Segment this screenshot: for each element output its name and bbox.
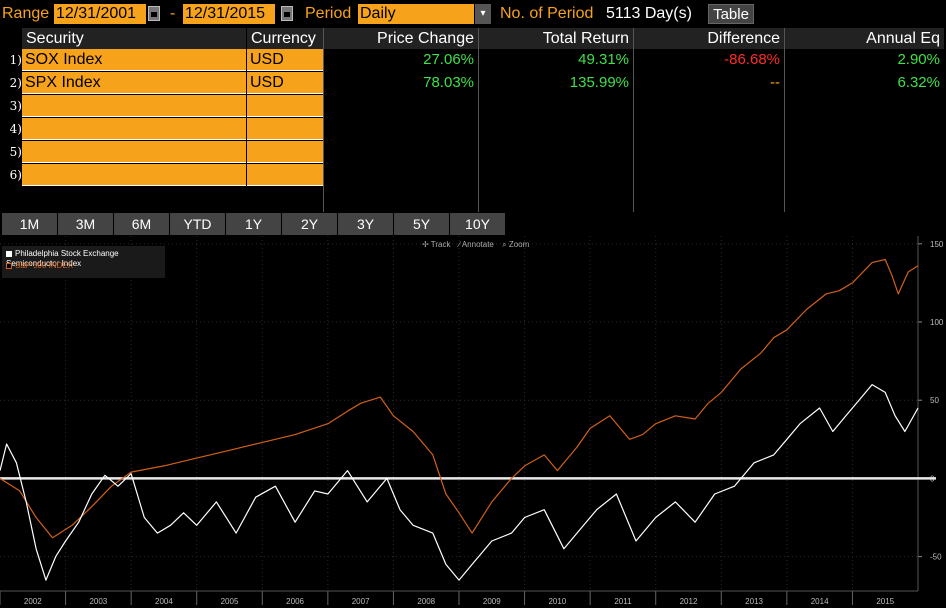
x-tick-label: 2015 <box>876 597 894 606</box>
column-divider <box>633 28 634 212</box>
price-change-value: 27.06% <box>423 51 474 68</box>
price-change-value: 78.03% <box>423 74 474 91</box>
period-button-2y[interactable]: 2Y <box>282 213 338 235</box>
period-button-1m[interactable]: 1M <box>2 213 58 235</box>
period-button-3m[interactable]: 3M <box>58 213 114 235</box>
annual-eq-value: 6.32% <box>897 74 940 91</box>
header-annual-eq[interactable]: Annual Eq <box>785 28 944 49</box>
chevron-down-icon[interactable]: ▾ <box>475 4 491 24</box>
security-cell[interactable] <box>22 164 246 186</box>
y-tick-label: -50 <box>930 553 942 562</box>
range-label: Range <box>2 5 50 22</box>
x-tick-label: 2003 <box>89 597 107 606</box>
spx-series-line <box>0 258 919 539</box>
track-icon[interactable]: ✢ <box>422 240 429 249</box>
start-calendar-icon[interactable] <box>148 6 160 21</box>
column-divider <box>323 28 324 212</box>
period-select[interactable]: Daily <box>358 4 474 24</box>
chart-tools: ✢ Track ∕ Annotate ⌕ Zoom <box>422 238 529 252</box>
legend-label-sox: Philadelphia Stock Exchange Semiconducto… <box>6 249 119 268</box>
annotate-button[interactable]: Annotate <box>461 240 494 249</box>
x-tick-label: 2012 <box>680 597 698 606</box>
x-tick-label: 2004 <box>155 597 173 606</box>
legend-swatch-sox <box>6 251 12 257</box>
x-tick-label: 2009 <box>483 597 501 606</box>
row-number: 4) <box>9 122 22 136</box>
period-button-3y[interactable]: 3Y <box>338 213 394 235</box>
currency-cell[interactable] <box>247 141 323 163</box>
security-cell[interactable] <box>22 118 246 140</box>
period-button-6m[interactable]: 6M <box>114 213 170 235</box>
currency-cell[interactable] <box>247 118 323 140</box>
legend-item-spx: S&P 500 INDEX <box>6 261 73 271</box>
end-calendar-icon[interactable] <box>281 6 293 21</box>
annotate-icon[interactable]: ∕ <box>458 240 461 249</box>
row-number: 3) <box>9 99 22 113</box>
period-button-10y[interactable]: 10Y <box>450 213 506 235</box>
difference-value: -- <box>770 74 780 91</box>
legend-item-sox: Philadelphia Stock Exchange Semiconducto… <box>6 249 165 269</box>
zoom-icon[interactable]: ⌕ <box>502 240 507 249</box>
range-dash: - <box>170 5 176 22</box>
period-button-5y[interactable]: 5Y <box>394 213 450 235</box>
x-tick-label: 2014 <box>811 597 829 606</box>
difference-value: -86.68% <box>724 51 780 68</box>
header-currency[interactable]: Currency <box>247 28 323 49</box>
x-tick-label: 2011 <box>614 597 632 606</box>
total-return-value: 135.99% <box>569 74 629 91</box>
currency-cell[interactable]: USD <box>247 72 323 94</box>
sox-series-line <box>0 384 919 581</box>
period-button-1y[interactable]: 1Y <box>226 213 282 235</box>
row-number: 5) <box>9 145 22 159</box>
start-date-field[interactable]: 12/31/2001 <box>54 4 146 24</box>
x-tick-label: 2010 <box>548 597 566 606</box>
y-tick-label: 150 <box>930 240 944 249</box>
header-total-return[interactable]: Total Return <box>479 28 633 49</box>
table-button[interactable]: Table <box>708 4 754 24</box>
row-number: 1) <box>9 53 22 67</box>
total-return-value: 49.31% <box>578 51 629 68</box>
x-tick-label: 2006 <box>286 597 304 606</box>
end-date-field[interactable]: 12/31/2015 <box>183 4 275 24</box>
security-cell[interactable] <box>22 141 246 163</box>
zoom-button[interactable]: Zoom <box>508 240 530 249</box>
num-period-label: No. of Period <box>500 5 594 22</box>
header-difference[interactable]: Difference <box>634 28 784 49</box>
security-cell[interactable] <box>22 95 246 117</box>
securities-table: Security Currency Price Change Total Ret… <box>0 28 946 214</box>
performance-chart[interactable]: 2002 2003 2004 2005 2006 2007 2008 2009 2010 2011… <box>0 236 946 608</box>
y-tick-label: 50 <box>930 396 939 405</box>
currency-cell[interactable] <box>247 164 323 186</box>
chart-legend: Philadelphia Stock Exchange Semiconducto… <box>2 246 165 278</box>
y-tick-label: 100 <box>930 318 944 327</box>
period-label: Period <box>305 5 352 22</box>
currency-cell[interactable] <box>247 95 323 117</box>
legend-swatch-spx <box>6 263 12 269</box>
period-button-ytd[interactable]: YTD <box>170 213 226 235</box>
track-button[interactable]: Track <box>430 240 451 249</box>
security-cell[interactable]: SPX Index <box>22 72 246 94</box>
x-tick-label: 2002 <box>24 597 42 606</box>
x-tick-label: 2005 <box>221 597 239 606</box>
num-period-value: 5113 Day(s) <box>606 5 692 22</box>
column-divider <box>478 28 479 212</box>
row-number: 2) <box>9 76 22 90</box>
security-cell[interactable]: SOX Index <box>22 49 246 71</box>
annual-eq-value: 2.90% <box>897 51 940 68</box>
x-tick-label: 2007 <box>352 597 370 606</box>
header-security[interactable]: Security <box>22 28 246 49</box>
x-tick-label: 2013 <box>745 597 763 606</box>
row-number: 6) <box>9 168 22 182</box>
top-toolbar: Range 12/31/2001 - 12/31/2015 Period Dai… <box>0 0 946 28</box>
currency-cell[interactable]: USD <box>247 49 323 71</box>
legend-label-spx: S&P 500 INDEX <box>15 261 74 270</box>
header-price-change[interactable]: Price Change <box>324 28 478 49</box>
column-divider <box>784 28 785 212</box>
x-tick-label: 2008 <box>417 597 435 606</box>
